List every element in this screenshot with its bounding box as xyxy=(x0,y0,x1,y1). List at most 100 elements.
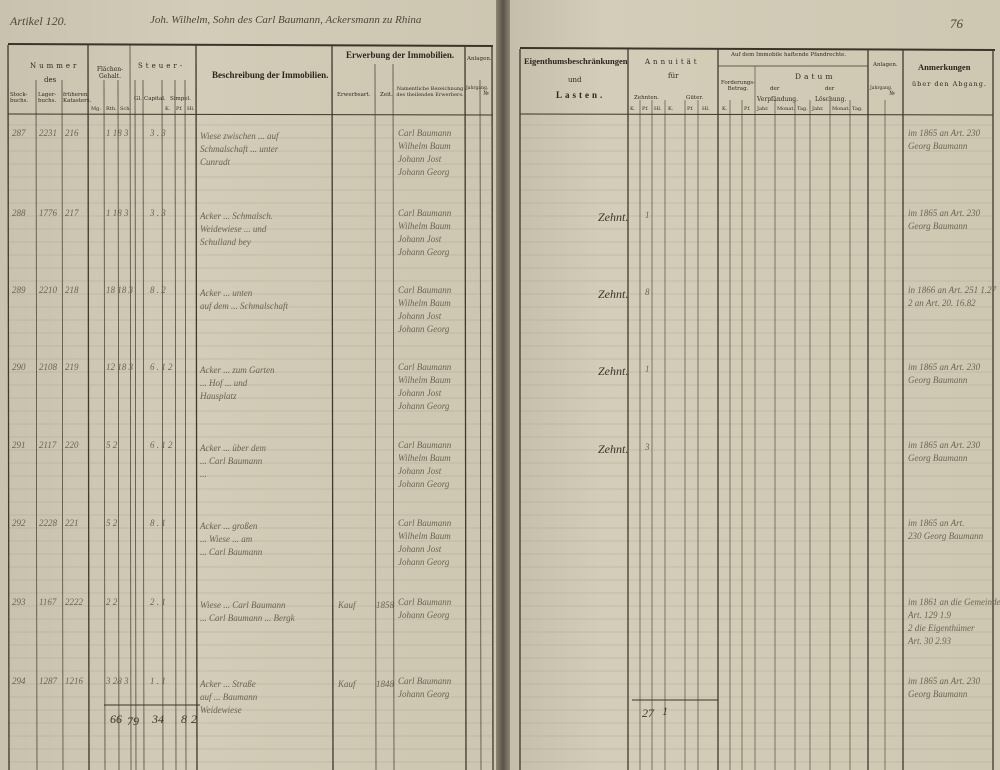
column-line xyxy=(142,79,145,770)
row-steuer: 1 . 1 xyxy=(150,676,166,686)
header-nr-right: № xyxy=(889,90,895,97)
row-lagerbuch-number: 2117 xyxy=(39,440,57,450)
row-acquirer-line: Carl Baumann xyxy=(398,362,452,372)
header-bottom-line xyxy=(519,113,994,116)
row-kataster-number: 217 xyxy=(65,208,79,218)
article-label: Artikel 120. xyxy=(10,14,67,28)
row-acquirer-line: Johann Georg xyxy=(398,479,450,489)
header-zeit: Zeit. xyxy=(380,92,393,98)
row-burden: Zehnt. xyxy=(598,287,629,301)
header-anlagen-left: Anlagen. xyxy=(467,56,492,62)
row-acquirer-line: Johann Jost xyxy=(398,544,442,554)
column-line xyxy=(87,44,90,770)
row-stock-number: 293 xyxy=(12,597,26,607)
row-acquirer-line: Johann Georg xyxy=(398,401,450,411)
row-stock-number: 288 xyxy=(12,208,26,218)
row-area: 1 18 3 xyxy=(106,128,129,138)
row-acquirer-line: Johann Georg xyxy=(398,167,450,177)
row-stock-number: 294 xyxy=(12,676,26,686)
column-line xyxy=(195,44,198,770)
header-verpfaendung-monat: Monat. xyxy=(777,106,795,112)
row-note-line: Georg Baumann xyxy=(908,689,968,699)
row-lagerbuch-number: 1167 xyxy=(39,597,57,607)
top-border xyxy=(7,43,494,47)
header-steuer: Steuer- xyxy=(138,62,186,70)
header-der-2: der xyxy=(825,86,835,92)
header-fuer: für xyxy=(668,72,679,80)
row-acquirer-line: Johann Jost xyxy=(398,311,442,321)
row-acquirer-line: Wilhelm Baum xyxy=(398,531,451,541)
header-flaechen-sch: Sch. xyxy=(120,106,132,112)
header-simpel-hl: Hl. xyxy=(187,106,195,112)
header-und: und xyxy=(568,76,582,84)
row-steuer: 8 . 1 xyxy=(150,518,166,528)
column-line xyxy=(464,44,467,770)
row-area: 5 2 xyxy=(106,440,118,450)
header-erwerbsart: Erwerbsart. xyxy=(337,92,371,98)
row-description-line: ... Carl Baumann xyxy=(200,456,263,466)
row-description-line: Weidewiese xyxy=(200,705,242,715)
row-lagerbuch-number: 2228 xyxy=(39,518,57,528)
row-description-line: Acker ... über dem xyxy=(200,443,266,453)
column-line xyxy=(392,63,395,770)
row-lagerbuch-number: 1776 xyxy=(39,208,57,218)
column-line xyxy=(129,44,132,770)
row-kataster-number: 2222 xyxy=(65,597,83,607)
header-verpfaendung: Verpfändung. xyxy=(757,96,799,103)
row-acquirer-line: Carl Baumann xyxy=(398,285,452,295)
row-note-line: im 1865 an Art. 230 xyxy=(908,208,981,218)
row-acquirer-line: Johann Georg xyxy=(398,689,450,699)
header-kataster: früheren Katasters. xyxy=(63,92,92,104)
total-simpel-pf: 2 xyxy=(191,712,197,726)
row-lagerbuch-number: 1287 xyxy=(39,676,57,686)
row-kataster-number: 1216 xyxy=(65,676,83,686)
row-description-line: Weidewiese ... und xyxy=(200,224,267,234)
row-stock-number: 287 xyxy=(12,128,26,138)
row-note-line: Georg Baumann xyxy=(908,375,968,385)
row-kataster-number: 219 xyxy=(65,362,79,372)
row-note-line: 230 Georg Baumann xyxy=(908,531,984,541)
header-bottom-line xyxy=(7,113,494,116)
row-area: 2 2 xyxy=(106,597,118,607)
row-note-line: Art. 129 1.9 xyxy=(908,610,952,620)
header-gueter-k: K. xyxy=(668,106,674,112)
header-des: des xyxy=(44,76,57,84)
row-stock-number: 292 xyxy=(12,518,26,528)
page-number: 76 xyxy=(950,16,963,31)
row-note-line: im 1865 an Art. xyxy=(908,518,965,528)
header-capital: Capital. xyxy=(144,96,166,102)
header-jahrgang-right: Jahrgang. xyxy=(870,86,893,91)
total-area-mg: 66 xyxy=(110,712,122,726)
row-note-line: 2 die Eigenthümer xyxy=(908,623,975,633)
row-note-line: 2 an Art. 20. 16.82 xyxy=(908,298,976,308)
book-gutter xyxy=(496,0,510,770)
row-note-line: im 1865 an Art. 230 xyxy=(908,440,981,450)
row-description-line: auf ... Baumann xyxy=(200,692,258,702)
total-area-rth: 79 xyxy=(127,714,139,728)
header-gueter-pf: Pf. xyxy=(687,106,694,112)
column-line xyxy=(117,79,120,770)
row-annuity: 1 xyxy=(645,364,650,374)
header-abgang: über den Abgang. xyxy=(912,80,987,88)
header-forderung-pf: Pf. xyxy=(744,106,751,112)
row-acquirer-line: Johann Jost xyxy=(398,154,442,164)
row-note-line: im 1865 an Art. 230 xyxy=(908,362,981,372)
row-steuer: 6 . 1 2 xyxy=(150,362,173,372)
row-kataster-number: 216 xyxy=(65,128,79,138)
row-description-line: Acker ... Schmalsch. xyxy=(200,211,273,221)
header-loeschung-jahr: Jahr. xyxy=(812,106,824,112)
row-steuer: 6 . 1 2 xyxy=(150,440,173,450)
row-acquirer-line: Kauf xyxy=(338,679,356,689)
column-line xyxy=(35,79,38,770)
header-zehnten-k: K. xyxy=(630,106,636,112)
row-acquirer-line: Wilhelm Baum xyxy=(398,375,451,385)
header-simpel-k: K. xyxy=(165,106,171,112)
column-line xyxy=(174,79,177,770)
row-area: 18 18 3 xyxy=(106,285,133,295)
row-acquirer-line: Johann Georg xyxy=(398,247,450,257)
row-acquirer-line: Carl Baumann xyxy=(398,208,452,218)
header-simpel-pf: Pf. xyxy=(176,106,183,112)
header-jahrgang-left: Jahrgang. xyxy=(466,86,489,91)
header-bezeichnung: Namentliche Bezeichnung des theilenden E… xyxy=(396,86,464,98)
row-description-line: ... Hof ... und xyxy=(200,378,248,388)
